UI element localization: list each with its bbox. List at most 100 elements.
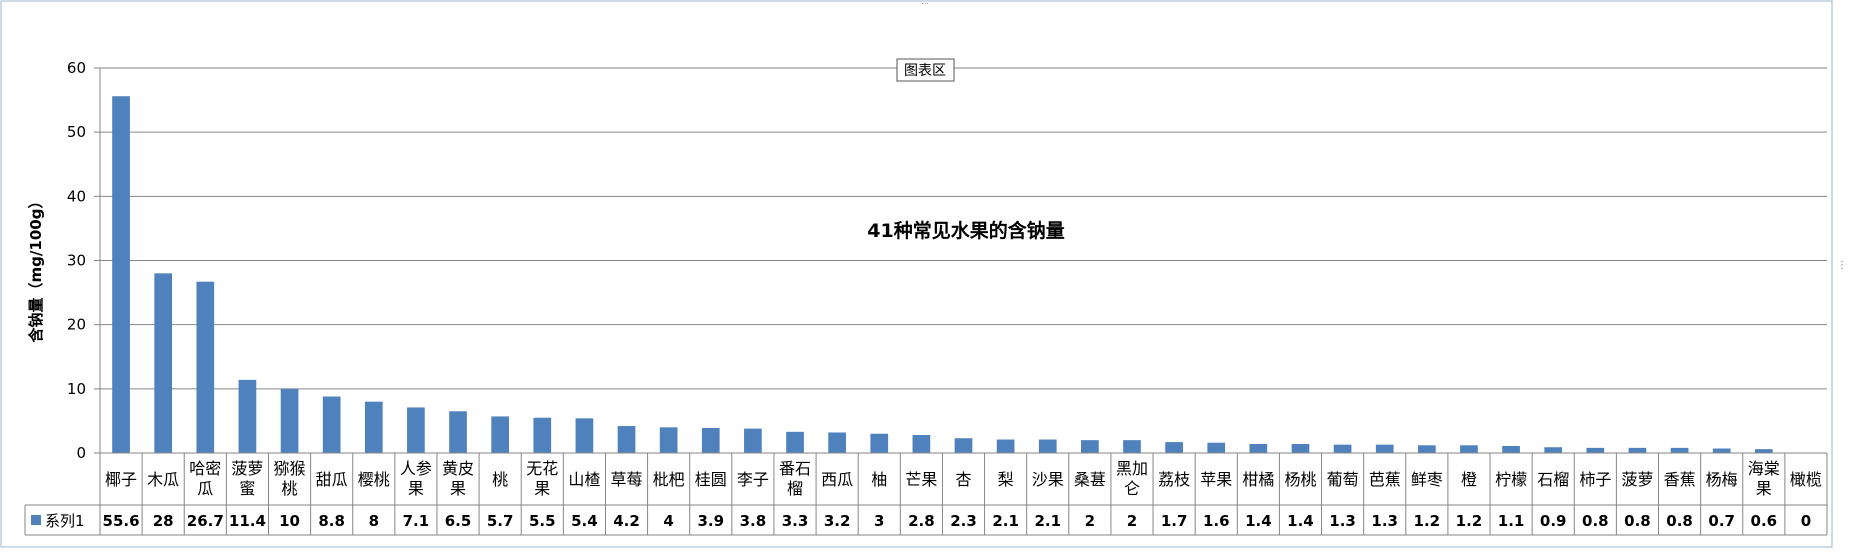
bar[interactable] <box>1291 444 1310 453</box>
category-label: 鲜枣 <box>1411 470 1443 489</box>
bar[interactable] <box>449 411 467 453</box>
y-tick-label: 10 <box>67 380 86 398</box>
bar[interactable] <box>1670 447 1689 453</box>
y-tick-label: 0 <box>76 444 86 462</box>
data-value: 1.6 <box>1203 512 1230 530</box>
bar[interactable] <box>912 435 931 453</box>
bar[interactable] <box>407 407 425 453</box>
bar[interactable] <box>828 432 846 453</box>
right-resize-handle[interactable]: ⋮ <box>1837 260 1847 271</box>
bar[interactable] <box>996 439 1015 453</box>
bar[interactable] <box>617 426 636 453</box>
bar[interactable] <box>1333 444 1352 453</box>
data-value: 55.6 <box>103 512 140 530</box>
bar[interactable] <box>238 379 257 453</box>
bars <box>112 96 1773 453</box>
bar[interactable] <box>954 438 973 453</box>
bar[interactable] <box>1165 442 1183 453</box>
top-resize-handle[interactable]: ⋯ <box>921 0 929 8</box>
bar[interactable] <box>1754 449 1773 453</box>
bar[interactable] <box>196 281 215 453</box>
data-value: 10 <box>279 512 300 530</box>
category-label: 枇杷 <box>653 470 685 489</box>
category-label: 木瓜 <box>147 470 179 489</box>
bar[interactable] <box>280 388 299 453</box>
data-value: 2 <box>1127 512 1137 530</box>
bar[interactable] <box>1628 447 1647 453</box>
data-value: 1.1 <box>1498 512 1525 530</box>
data-value: 0.6 <box>1751 512 1778 530</box>
data-value: 2.3 <box>950 512 977 530</box>
data-value: 0.7 <box>1708 512 1735 530</box>
category-label: 无花果 <box>526 459 558 498</box>
bar[interactable] <box>575 418 594 453</box>
data-value: 3 <box>874 512 884 530</box>
category-label: 香蕉 <box>1664 470 1696 489</box>
data-value: 3.9 <box>697 512 724 530</box>
data-value: 2.1 <box>1034 512 1061 530</box>
chart-area-tooltip-label: 图表区 <box>904 63 946 79</box>
category-label: 李子 <box>737 470 769 489</box>
bar[interactable] <box>1712 448 1731 453</box>
bar[interactable] <box>154 273 173 453</box>
data-value: 2 <box>1085 512 1095 530</box>
bar[interactable] <box>1544 447 1563 453</box>
bar[interactable] <box>1586 447 1605 453</box>
category-label: 柠檬 <box>1495 470 1527 489</box>
category-label: 梨 <box>998 470 1014 489</box>
bar[interactable] <box>786 431 804 453</box>
data-value: 4.2 <box>613 512 640 530</box>
data-value: 1.4 <box>1245 512 1272 530</box>
data-value: 3.3 <box>782 512 809 530</box>
category-label: 樱桃 <box>358 470 390 489</box>
category-label: 橙 <box>1461 470 1477 489</box>
data-value: 1.3 <box>1371 512 1398 530</box>
bar[interactable] <box>659 427 678 453</box>
bar[interactable] <box>1375 444 1394 453</box>
category-label: 山楂 <box>568 470 600 489</box>
bar[interactable] <box>1417 445 1436 453</box>
bar[interactable] <box>364 401 383 453</box>
bar[interactable] <box>701 427 720 453</box>
bar[interactable] <box>744 428 762 453</box>
bar[interactable] <box>1081 440 1099 453</box>
category-label: 黄皮果 <box>442 459 474 498</box>
data-value: 0.8 <box>1666 512 1693 530</box>
data-value: 7.1 <box>403 512 430 530</box>
category-label: 哈密瓜 <box>189 459 221 498</box>
category-label: 柑橘 <box>1242 470 1274 489</box>
bar[interactable] <box>1460 445 1478 453</box>
category-label: 猕猴桃 <box>274 459 306 498</box>
bar[interactable] <box>1249 444 1268 453</box>
data-value: 2.8 <box>908 512 935 530</box>
bar[interactable] <box>491 416 510 453</box>
bar[interactable] <box>1123 440 1141 453</box>
category-label: 葡萄 <box>1327 470 1359 489</box>
bar[interactable] <box>1038 439 1057 453</box>
data-value: 1.2 <box>1456 512 1483 530</box>
data-value: 0 <box>1801 512 1811 530</box>
data-value: 1.4 <box>1287 512 1314 530</box>
data-value: 5.7 <box>487 512 514 530</box>
category-label: 柿子 <box>1579 470 1611 489</box>
data-value: 5.5 <box>529 512 556 530</box>
data-value: 0.8 <box>1582 512 1609 530</box>
y-axis-title: 含钠量（mg/100g） <box>27 194 45 343</box>
category-label: 桂圆 <box>695 470 727 489</box>
bar[interactable] <box>870 433 889 453</box>
bar[interactable] <box>533 417 552 453</box>
category-label: 番石榴 <box>779 459 811 498</box>
bar[interactable] <box>112 96 130 453</box>
category-label: 草莓 <box>611 470 643 489</box>
category-label: 芒果 <box>905 470 937 489</box>
bar[interactable] <box>322 396 341 453</box>
data-value: 8 <box>369 512 379 530</box>
bar[interactable] <box>1502 445 1520 453</box>
bar[interactable] <box>1207 442 1226 453</box>
category-label: 橄榄 <box>1790 470 1822 489</box>
data-value: 3.8 <box>740 512 767 530</box>
category-label: 菠萝 <box>1621 470 1653 489</box>
